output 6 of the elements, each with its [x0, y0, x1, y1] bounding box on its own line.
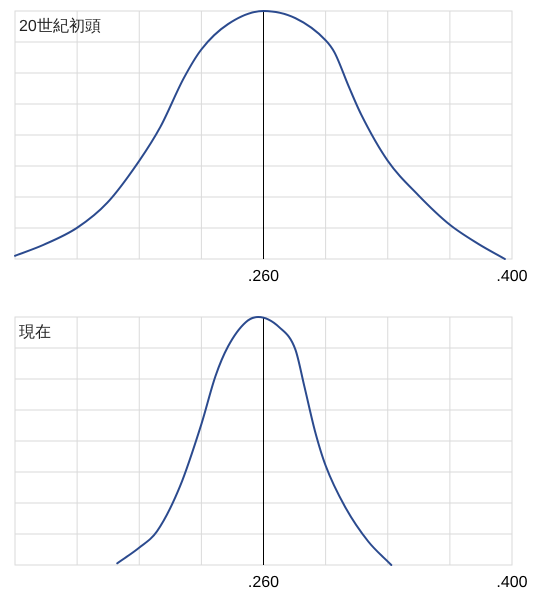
- x-tick-label: .260: [248, 268, 280, 285]
- x-tick-label: .260: [248, 574, 280, 589]
- chart-title: 20世紀初頭: [19, 17, 101, 35]
- chart-title: 現在: [19, 324, 51, 341]
- x-tick-label: .400: [496, 574, 528, 589]
- x-tick-label: .400: [496, 268, 528, 285]
